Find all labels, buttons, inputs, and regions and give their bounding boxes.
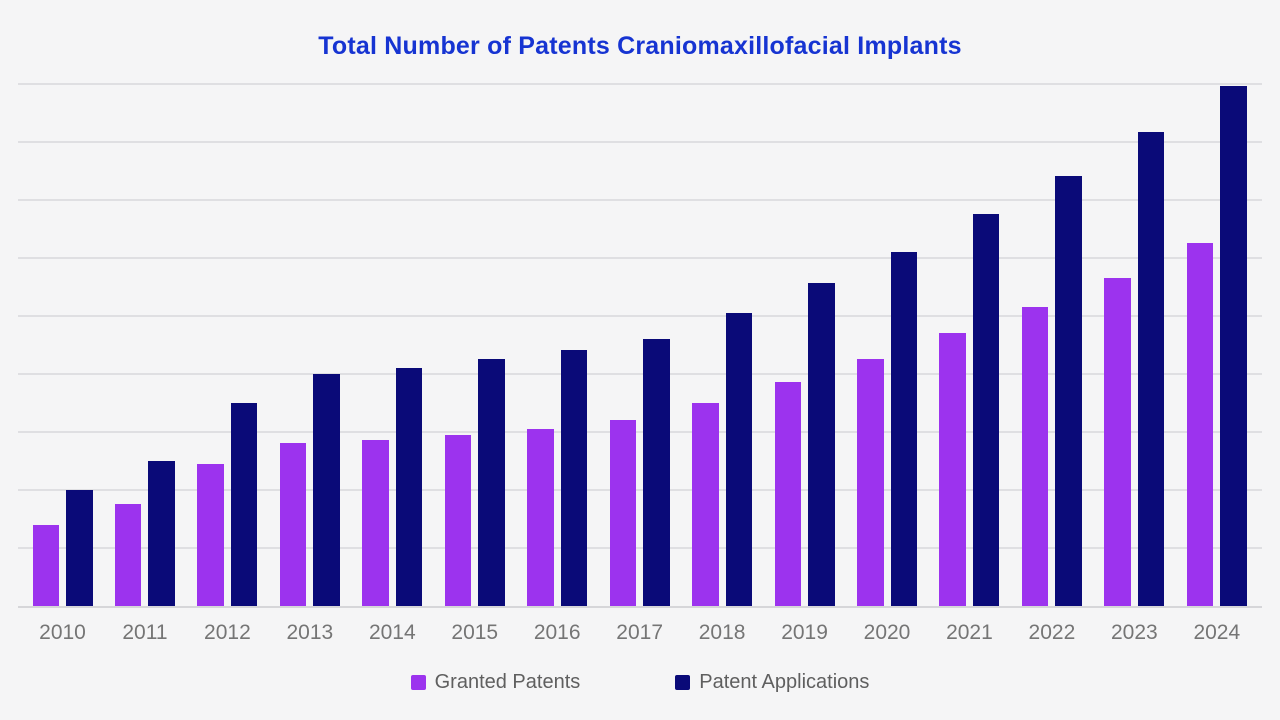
bar-granted-2024 (1186, 242, 1214, 606)
bar-applications-2021 (972, 213, 1000, 606)
gridline (18, 431, 1262, 433)
bar-granted-2011 (114, 504, 142, 606)
bar-applications-2022 (1055, 175, 1082, 606)
legend-swatch-applications-icon (675, 675, 691, 690)
gridline (18, 373, 1262, 375)
bar-granted-2013 (279, 443, 307, 606)
gridline (18, 83, 1262, 85)
bar-applications-2024 (1220, 85, 1247, 606)
x-axis-label-2012: 2012 (204, 621, 251, 644)
x-axis-label-2019: 2019 (781, 621, 828, 644)
bar-applications-2017 (643, 338, 670, 606)
legend-label-applications: Patent Applications (699, 671, 870, 693)
bar-granted-2023 (1104, 277, 1131, 606)
x-axis-label-2015: 2015 (451, 621, 499, 644)
x-axis-label-2010: 2010 (39, 621, 86, 644)
x-axis-label-2022: 2022 (1028, 621, 1076, 644)
bar-applications-2019 (808, 283, 835, 606)
bar-granted-2020 (857, 359, 884, 606)
bar-granted-2019 (774, 382, 802, 606)
bar-applications-2020 (890, 251, 917, 606)
bar-applications-2012 (230, 402, 258, 606)
legend-item-applications: Patent Applications (675, 671, 869, 694)
bar-applications-2011 (148, 460, 175, 606)
x-axis-label-2014: 2014 (368, 621, 416, 644)
bar-applications-2014 (395, 367, 423, 606)
bar-applications-2023 (1137, 132, 1165, 606)
bar-granted-2017 (609, 420, 637, 606)
gridline (18, 547, 1262, 549)
bar-applications-2013 (313, 373, 340, 606)
bar-granted-2015 (444, 434, 472, 606)
gridline (18, 141, 1262, 143)
x-axis-label-2018: 2018 (698, 621, 746, 644)
x-axis-label-2017: 2017 (616, 621, 663, 644)
x-axis-label-2011: 2011 (122, 621, 168, 644)
x-axis-label-2024: 2024 (1193, 621, 1241, 644)
bar-applications-2015 (478, 359, 505, 606)
x-axis-line (18, 606, 1262, 608)
gridline (18, 199, 1262, 201)
legend-item-granted: Granted Patents (410, 671, 581, 694)
bar-granted-2014 (362, 440, 389, 606)
chart-title: Total Number of Patents Craniomaxillofac… (318, 32, 962, 60)
bar-applications-2018 (725, 312, 753, 606)
bar-granted-2022 (1021, 306, 1049, 606)
bar-granted-2012 (197, 463, 224, 606)
gridline (18, 257, 1262, 259)
x-axis-label-2023: 2023 (1110, 621, 1158, 644)
x-axis-label-2016: 2016 (533, 621, 581, 644)
legend: Granted Patents Patent Applications (0, 671, 1280, 694)
bar-granted-2016 (527, 428, 554, 606)
bar-granted-2010 (32, 524, 59, 606)
legend-swatch-granted-icon (410, 675, 426, 690)
gridline (18, 315, 1262, 317)
legend-label-granted: Granted Patents (434, 671, 581, 693)
x-axis-label-2013: 2013 (286, 621, 334, 644)
gridline (18, 489, 1262, 491)
x-axis-label-2020: 2020 (863, 621, 911, 644)
x-axis-label-2021: 2021 (946, 621, 993, 644)
bar-granted-2018 (692, 402, 719, 606)
bar-applications-2010 (66, 489, 93, 606)
bar-applications-2016 (560, 350, 588, 606)
bar-granted-2021 (939, 332, 966, 606)
